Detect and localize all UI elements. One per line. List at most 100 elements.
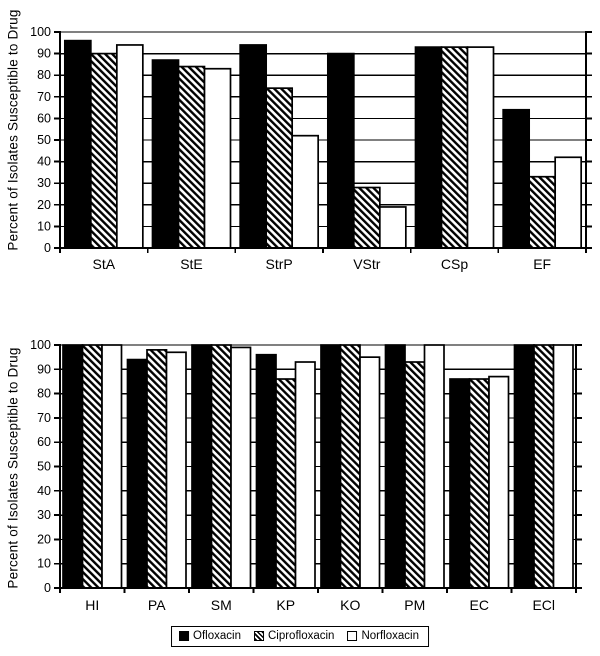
bar-ofloxacin-ECl	[513, 344, 535, 589]
y-tick-label: 10	[37, 557, 51, 571]
y-tick-label: 80	[37, 68, 51, 82]
y-tick-labels: 0 10 20 30 40 50 60 70 80 90 100	[30, 338, 51, 595]
bar-ciprofloxacin-PA	[146, 349, 168, 589]
ofloxacin-swatch-icon	[179, 631, 190, 641]
x-category-labels: HI PA SM KP KO PM EC ECl	[85, 597, 555, 613]
bar-ofloxacin-StA	[63, 39, 92, 249]
y-tick-label: 30	[37, 176, 51, 190]
bar-ofloxacin-KO	[320, 344, 342, 589]
y-tick-label: 10	[37, 219, 51, 233]
bar-norfloxacin-PM	[423, 344, 445, 589]
axes	[54, 344, 582, 593]
bar-norfloxacin-EF	[554, 156, 583, 249]
x-category-label-StrP: StrP	[266, 256, 293, 272]
bars	[62, 344, 574, 589]
legend-item-ofloxacin: Ofloxacin	[179, 630, 241, 642]
gridlines	[60, 31, 586, 228]
y-tick-label: 0	[44, 241, 51, 255]
ciprofloxacin-swatch-icon	[253, 631, 264, 641]
bar-ofloxacin-PM	[384, 344, 406, 589]
legend-item-norfloxacin: Norfloxacin	[347, 630, 419, 642]
bar-ciprofloxacin-PM	[404, 361, 426, 589]
legend-label-ofloxacin: Ofloxacin	[193, 630, 241, 642]
legend-item-ciprofloxacin: Ciprofloxacin	[253, 630, 335, 642]
x-category-label-EC: EC	[470, 597, 489, 613]
y-tick-label: 100	[30, 25, 51, 39]
bar-ciprofloxacin-KP	[275, 378, 297, 589]
bar-ofloxacin-CSp	[414, 46, 443, 249]
bar-norfloxacin-PA	[165, 351, 187, 589]
x-category-label-SM: SM	[211, 597, 232, 613]
top-bar-chart: 0 10 20 30 40 50 60 70 80 90 100 StA StE StrP VStr CSp E…	[30, 25, 592, 272]
y-tick-label: 50	[37, 133, 51, 147]
bar-ofloxacin-StrP	[239, 44, 268, 249]
bar-ciprofloxacin-StA	[89, 52, 118, 249]
y-tick-label: 70	[37, 90, 51, 104]
y-tick-label: 20	[37, 532, 51, 546]
bottom-bar-chart: 0 10 20 30 40 50 60 70 80 90 100 HI PA SM KP KO PM EC ECl	[30, 338, 582, 613]
legend-label-ciprofloxacin: Ciprofloxacin	[267, 630, 335, 642]
bar-norfloxacin-StrP	[291, 134, 320, 249]
y-tick-label: 80	[37, 387, 51, 401]
bar-ofloxacin-StE	[151, 59, 180, 249]
x-category-labels: StA StE StrP VStr CSp EF	[93, 256, 552, 272]
bar-ofloxacin-SM	[191, 344, 213, 589]
x-category-label-StA: StA	[93, 256, 116, 272]
y-tick-label: 50	[37, 460, 51, 474]
x-category-label-KO: KO	[340, 597, 360, 613]
x-category-label-PA: PA	[148, 597, 166, 613]
y-tick-label: 60	[37, 111, 51, 125]
bar-norfloxacin-StE	[203, 67, 232, 249]
bar-ciprofloxacin-EF	[528, 175, 557, 249]
y-tick-label: 100	[30, 338, 51, 352]
x-category-label-StE: StE	[180, 256, 203, 272]
bar-ciprofloxacin-StE	[177, 65, 206, 249]
y-tick-label: 30	[37, 508, 51, 522]
bar-ciprofloxacin-CSp	[440, 46, 469, 249]
bars	[63, 39, 583, 249]
x-category-label-ECl: ECl	[532, 597, 555, 613]
bar-ciprofloxacin-ECl	[533, 344, 555, 589]
legend-label-norfloxacin: Norfloxacin	[361, 630, 419, 642]
bar-ciprofloxacin-SM	[210, 344, 232, 589]
bar-ciprofloxacin-VStr	[352, 186, 381, 249]
bar-ofloxacin-VStr	[326, 52, 355, 249]
y-tick-label: 40	[37, 155, 51, 169]
bar-norfloxacin-VStr	[378, 206, 407, 249]
bar-ciprofloxacin-EC	[468, 378, 490, 589]
bar-norfloxacin-StA	[115, 44, 144, 249]
x-category-label-VStr: VStr	[353, 256, 381, 272]
y-tick-label: 0	[44, 581, 51, 595]
bar-ciprofloxacin-KO	[339, 344, 361, 589]
y-tick-label: 90	[37, 47, 51, 61]
bar-ofloxacin-HI	[62, 344, 84, 589]
bar-ofloxacin-PA	[126, 358, 148, 589]
bar-ofloxacin-EC	[449, 378, 471, 589]
x-category-label-CSp: CSp	[441, 256, 468, 272]
x-category-label-HI: HI	[85, 597, 99, 613]
x-category-label-PM: PM	[404, 597, 425, 613]
bar-ciprofloxacin-HI	[81, 344, 103, 589]
bar-norfloxacin-KP	[294, 361, 316, 589]
x-category-label-EF: EF	[533, 256, 551, 272]
bar-norfloxacin-EC	[488, 375, 510, 589]
bar-norfloxacin-HI	[101, 344, 123, 589]
bar-ofloxacin-EF	[502, 108, 531, 249]
bar-ofloxacin-KP	[255, 353, 277, 589]
legend: Ofloxacin Ciprofloxacin Norfloxacin	[171, 626, 429, 647]
bar-norfloxacin-SM	[230, 346, 252, 589]
bar-ciprofloxacin-StrP	[265, 87, 294, 249]
bar-norfloxacin-CSp	[466, 46, 495, 249]
y-tick-label: 40	[37, 484, 51, 498]
y-tick-label: 20	[37, 198, 51, 212]
y-tick-label: 60	[37, 435, 51, 449]
y-tick-label: 90	[37, 362, 51, 376]
norfloxacin-swatch-icon	[347, 631, 358, 641]
y-tick-labels: 0 10 20 30 40 50 60 70 80 90 100	[30, 25, 51, 255]
axes	[54, 31, 592, 253]
bar-norfloxacin-KO	[359, 356, 381, 589]
x-category-label-KP: KP	[276, 597, 295, 613]
bar-norfloxacin-ECl	[552, 344, 574, 589]
y-tick-label: 70	[37, 411, 51, 425]
